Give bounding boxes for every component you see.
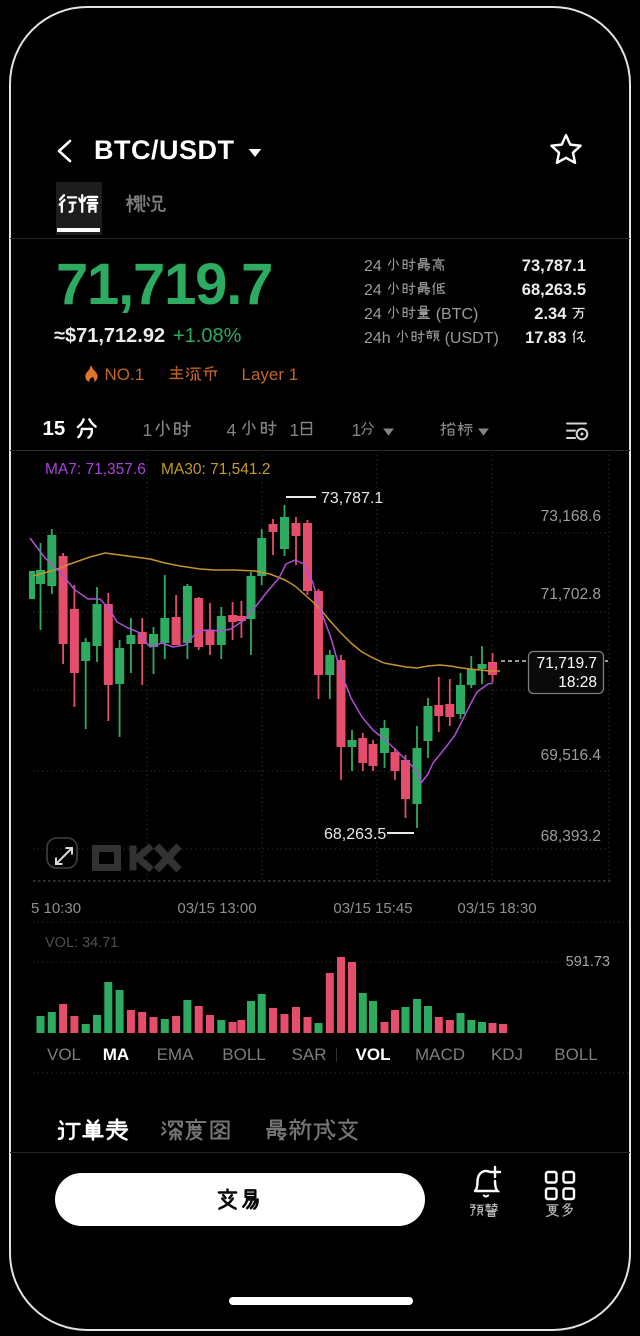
svg-text:68,393.2: 68,393.2 [541, 828, 601, 845]
svg-text:591.73: 591.73 [566, 954, 610, 970]
svg-text:71,719.7: 71,719.7 [537, 655, 597, 672]
svg-text:VOL: 34.71: VOL: 34.71 [45, 935, 118, 951]
svg-text:73,168.6: 73,168.6 [541, 508, 601, 525]
svg-text:18:28: 18:28 [558, 674, 597, 691]
svg-text:68,263.5: 68,263.5 [324, 826, 386, 843]
svg-text:69,516.4: 69,516.4 [541, 747, 602, 764]
svg-text:03/15 18:30: 03/15 18:30 [457, 900, 536, 917]
svg-text:71,702.8: 71,702.8 [541, 586, 601, 603]
svg-text:03/15 15:45: 03/15 15:45 [333, 900, 412, 917]
svg-text:73,787.1: 73,787.1 [321, 490, 383, 507]
svg-text:5 10:30: 5 10:30 [31, 900, 81, 917]
svg-text:03/15 13:00: 03/15 13:00 [177, 900, 256, 917]
